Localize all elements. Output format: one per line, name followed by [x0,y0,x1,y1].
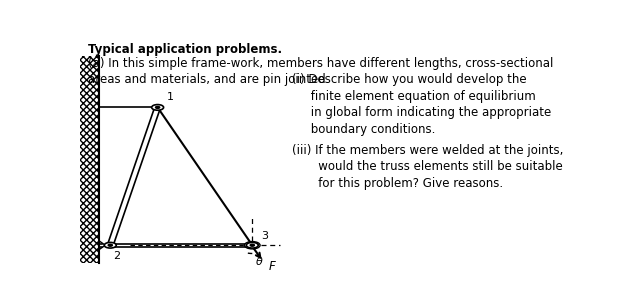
Text: 2: 2 [113,251,120,260]
Text: F: F [268,260,275,273]
Text: 3: 3 [261,231,268,241]
Bar [80,56,99,263]
Text: $\theta$: $\theta$ [255,255,264,267]
Circle shape [156,106,159,108]
Circle shape [104,242,116,248]
Circle shape [108,244,113,246]
Text: 1: 1 [167,91,174,102]
Text: Typical application problems.: Typical application problems. [88,43,282,56]
Circle shape [244,241,260,249]
Circle shape [246,242,258,248]
Circle shape [152,105,163,110]
Text: (iii) If the members were welded at the joints,
       would the truss elements : (iii) If the members were welded at the … [292,144,563,190]
Text: (a) In this simple frame-work, members have different lengths, cross-sectional
a: (a) In this simple frame-work, members h… [88,57,553,86]
Circle shape [250,244,255,246]
Text: (i) Describe how you would develop the
     finite element equation of equilibri: (i) Describe how you would develop the f… [292,73,552,136]
